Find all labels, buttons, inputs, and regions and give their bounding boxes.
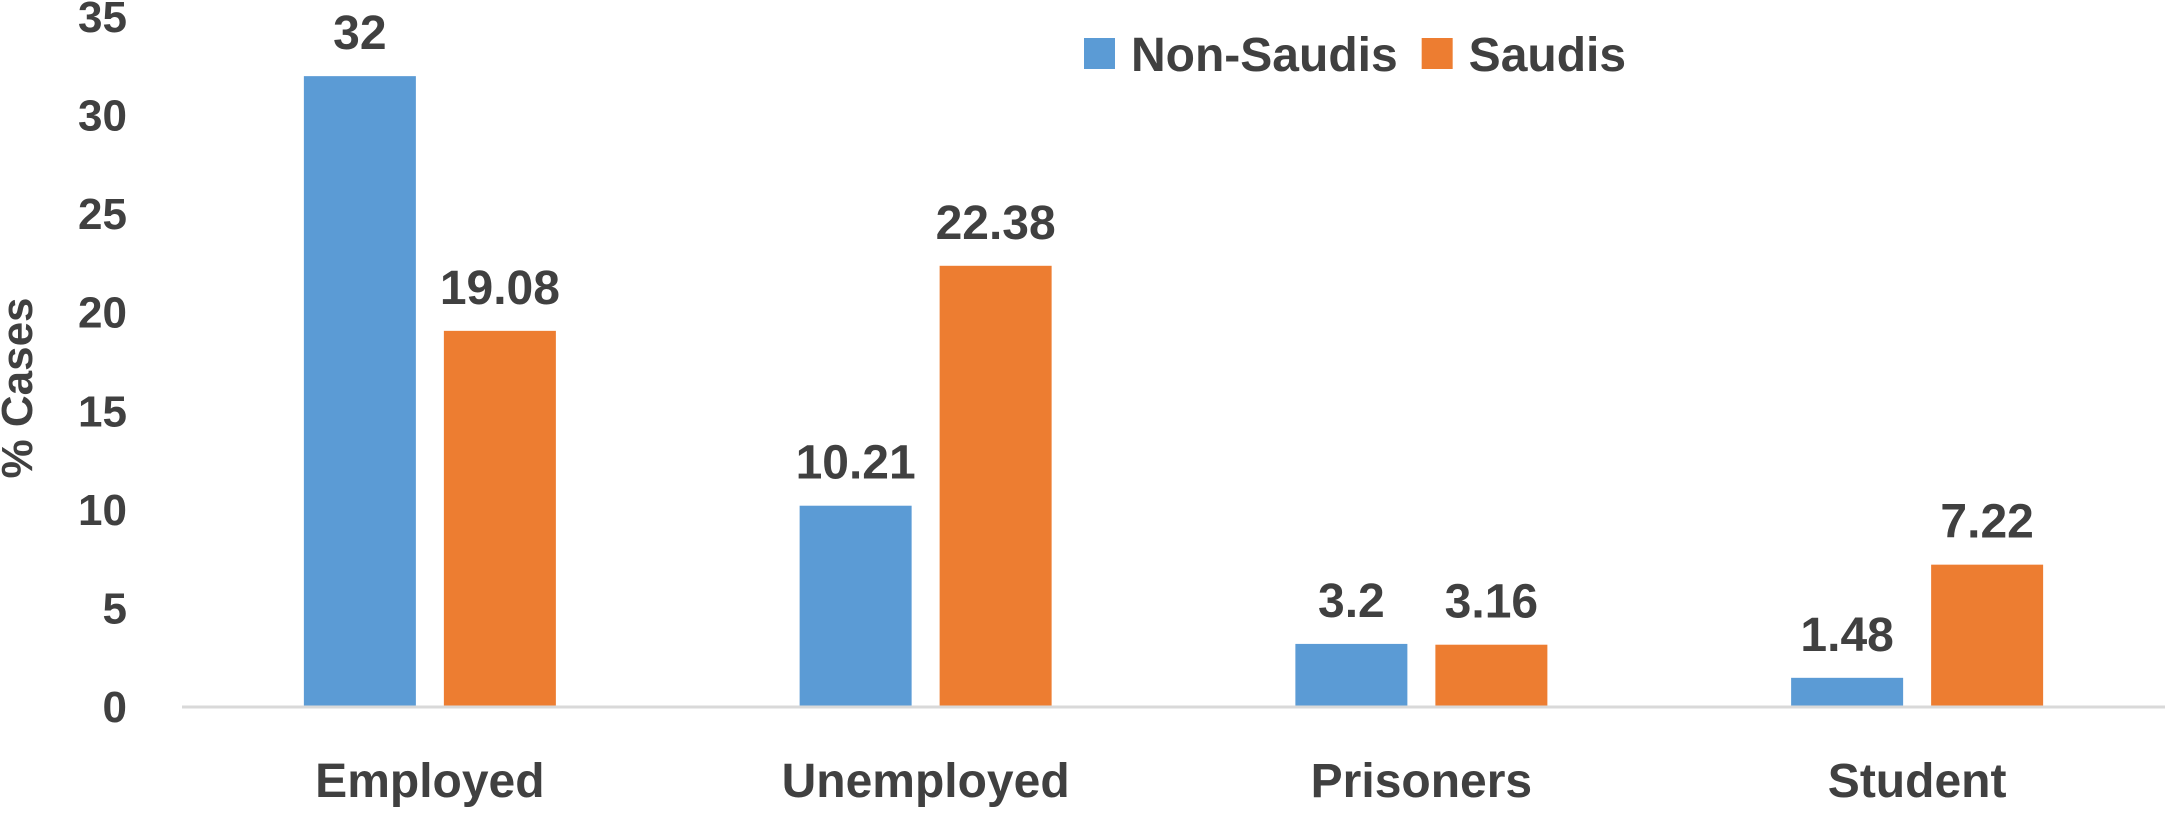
bars-group — [303, 76, 2044, 707]
category-label: Employed — [315, 755, 544, 808]
bar-non-saudis-prisoners — [1295, 643, 1408, 707]
y-tick-label: 5 — [103, 584, 127, 633]
y-tick-label: 25 — [78, 190, 127, 239]
y-tick-label: 30 — [78, 92, 127, 141]
category-label: Prisoners — [1311, 755, 1532, 808]
data-labels-group: 32 19.08 10.21 22.38 3.2 3.16 1.48 7.22 — [333, 7, 2034, 662]
legend-label: Non-Saudis — [1131, 29, 1398, 82]
legend-label: Saudis — [1469, 29, 1626, 82]
y-axis-title: % Cases — [0, 297, 42, 478]
data-label: 10.21 — [796, 437, 916, 490]
bar-non-saudis-unemployed — [799, 505, 912, 707]
bar-non-saudis-student — [1791, 677, 1904, 707]
legend: Non-Saudis Saudis — [1084, 29, 1626, 82]
y-tick-label: 10 — [78, 486, 127, 535]
bar-saudis-student — [1931, 564, 2044, 707]
category-label: Student — [1828, 755, 2007, 808]
data-label: 3.2 — [1318, 575, 1385, 628]
bar-saudis-employed — [443, 330, 556, 707]
bar-saudis-prisoners — [1435, 644, 1548, 707]
y-tick-label: 0 — [103, 683, 127, 732]
bar-non-saudis-employed — [303, 76, 416, 707]
data-label: 7.22 — [1940, 496, 2033, 549]
data-label: 19.08 — [440, 262, 560, 315]
legend-swatch — [1421, 38, 1453, 69]
data-label: 32 — [333, 7, 386, 60]
y-axis-ticks: 0 5 10 15 20 25 30 35 — [78, 0, 127, 732]
data-label: 3.16 — [1445, 576, 1538, 629]
data-label: 22.38 — [936, 197, 1056, 250]
y-tick-label: 35 — [78, 0, 127, 42]
category-label: Unemployed — [782, 755, 1070, 808]
data-label: 1.48 — [1800, 609, 1893, 662]
bar-saudis-unemployed — [939, 265, 1052, 707]
y-tick-label: 20 — [78, 289, 127, 338]
legend-swatch — [1084, 38, 1115, 69]
y-tick-label: 15 — [78, 387, 127, 436]
category-labels-group: Employed Unemployed Prisoners Student — [315, 755, 2006, 808]
